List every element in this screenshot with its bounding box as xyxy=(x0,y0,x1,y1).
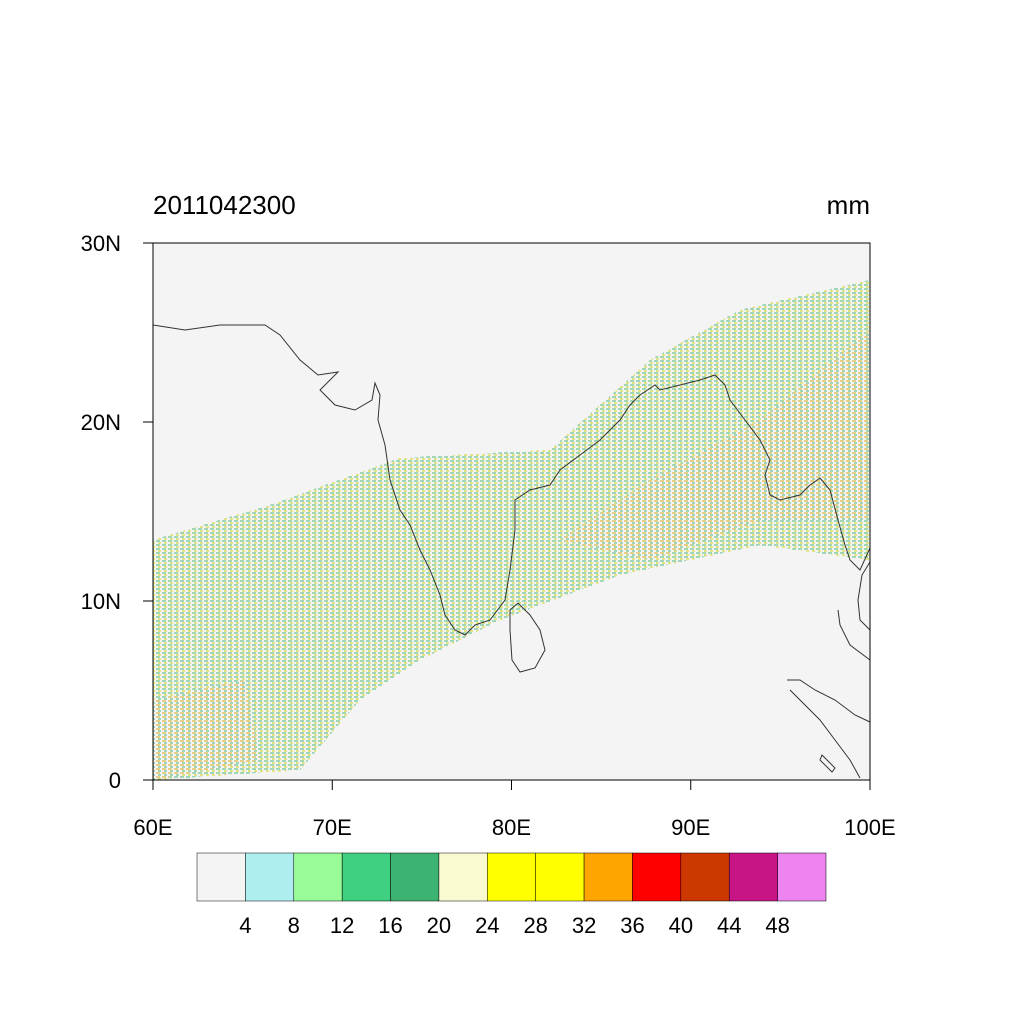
x-tick-label: 100E xyxy=(844,815,895,840)
colorbar-box xyxy=(680,852,730,902)
colorbar-label: 36 xyxy=(620,913,644,938)
colorbar-label: 8 xyxy=(288,913,300,938)
colorbar-label: 28 xyxy=(523,913,547,938)
coastline xyxy=(152,324,871,779)
colorbar-box xyxy=(341,852,391,902)
colorbar-box xyxy=(777,852,827,902)
x-tick-label: 60E xyxy=(133,815,172,840)
colorbar-box xyxy=(632,852,682,902)
title: 2011042300 xyxy=(153,190,296,220)
colorbar-box xyxy=(535,852,585,902)
colorbar-label: 16 xyxy=(378,913,402,938)
colorbar-box xyxy=(293,852,343,902)
x-tick-label: 80E xyxy=(492,815,531,840)
colorbar-label: 4 xyxy=(239,913,251,938)
x-tick-label: 90E xyxy=(671,815,710,840)
colorbar-box xyxy=(438,852,488,902)
y-tick-label: 10N xyxy=(81,589,121,614)
precip-field xyxy=(153,280,870,780)
colorbar-box xyxy=(390,852,440,902)
y-tick-label: 0 xyxy=(109,768,121,793)
colorbar-label: 44 xyxy=(717,913,741,938)
colorbar-label: 48 xyxy=(765,913,789,938)
units: mm xyxy=(827,190,870,220)
x-tick-label: 70E xyxy=(313,815,352,840)
colorbar-label: 20 xyxy=(427,913,451,938)
y-tick-label: 30N xyxy=(81,231,121,256)
colorbar-box xyxy=(245,852,295,902)
colorbar-label: 12 xyxy=(330,913,354,938)
y-tick-label: 20N xyxy=(81,410,121,435)
colorbar-box xyxy=(196,852,246,902)
colorbar-box xyxy=(728,852,778,902)
colorbar-box xyxy=(487,852,536,902)
colorbar-label: 24 xyxy=(475,913,499,938)
colorbar-label: 32 xyxy=(572,913,596,938)
colorbar-box xyxy=(583,852,633,902)
colorbar-label: 40 xyxy=(669,913,693,938)
